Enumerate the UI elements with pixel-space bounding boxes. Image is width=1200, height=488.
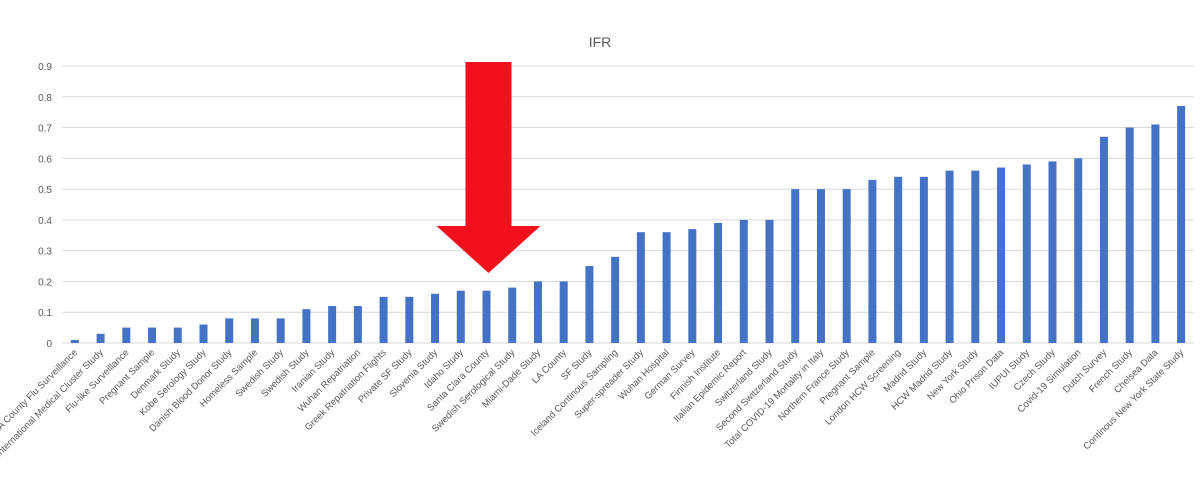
bar (1177, 106, 1186, 343)
bar (1048, 161, 1057, 343)
bar (276, 318, 285, 343)
bar (508, 287, 517, 343)
y-tick-label: 0.2 (38, 277, 52, 288)
bar (353, 306, 362, 343)
bar (1074, 158, 1083, 343)
bar (302, 309, 311, 343)
red-down-arrow (436, 62, 541, 273)
bar (919, 176, 928, 343)
bar (662, 232, 671, 343)
y-tick-label: 0.7 (38, 124, 52, 135)
bar (70, 339, 79, 343)
bar (1099, 136, 1108, 343)
bar (714, 222, 723, 343)
bar (379, 296, 388, 343)
gridlines (62, 65, 1194, 344)
bar (250, 318, 259, 343)
y-tick-label: 0.3 (38, 247, 52, 258)
bar (533, 281, 542, 343)
bar (328, 306, 337, 343)
y-tick-label: 0.5 (38, 185, 52, 196)
bar (688, 229, 697, 343)
annotation-arrow (436, 62, 541, 273)
bar (482, 290, 491, 343)
y-tick-label: 0 (46, 339, 52, 350)
bar (173, 327, 182, 343)
bar (431, 293, 440, 343)
bar (636, 232, 645, 343)
bar (791, 189, 800, 343)
bar (148, 327, 157, 343)
y-tick-label: 0.6 (38, 154, 52, 165)
bar (611, 256, 620, 343)
y-tick-label: 0.1 (38, 308, 52, 319)
bar (997, 167, 1006, 343)
bar (894, 176, 903, 343)
bar (456, 290, 465, 343)
bar (945, 170, 954, 343)
bar (1151, 124, 1160, 343)
bar (405, 296, 414, 343)
bar (96, 333, 105, 343)
bar (122, 327, 131, 343)
bar (1022, 164, 1031, 343)
bar (585, 266, 594, 343)
bars (70, 106, 1186, 343)
bar (868, 179, 877, 343)
chart-title: IFR (589, 34, 612, 50)
bar (199, 324, 208, 343)
x-axis-labels: LA County Flu SurveillanceInternational … (0, 347, 1186, 459)
y-tick-label: 0.8 (38, 93, 52, 104)
y-tick-label: 0.9 (38, 62, 52, 73)
bar (225, 318, 234, 343)
y-tick-label: 0.4 (38, 216, 52, 227)
bar (739, 219, 748, 343)
bar (1125, 127, 1134, 343)
bar (971, 170, 980, 343)
bar (816, 189, 825, 343)
bar (559, 281, 568, 343)
bar (765, 219, 774, 343)
bar (842, 189, 851, 343)
y-axis-ticks: 0 0.1 0.2 0.3 0.4 0.5 0.6 0.7 0.8 0.9 (38, 62, 52, 350)
